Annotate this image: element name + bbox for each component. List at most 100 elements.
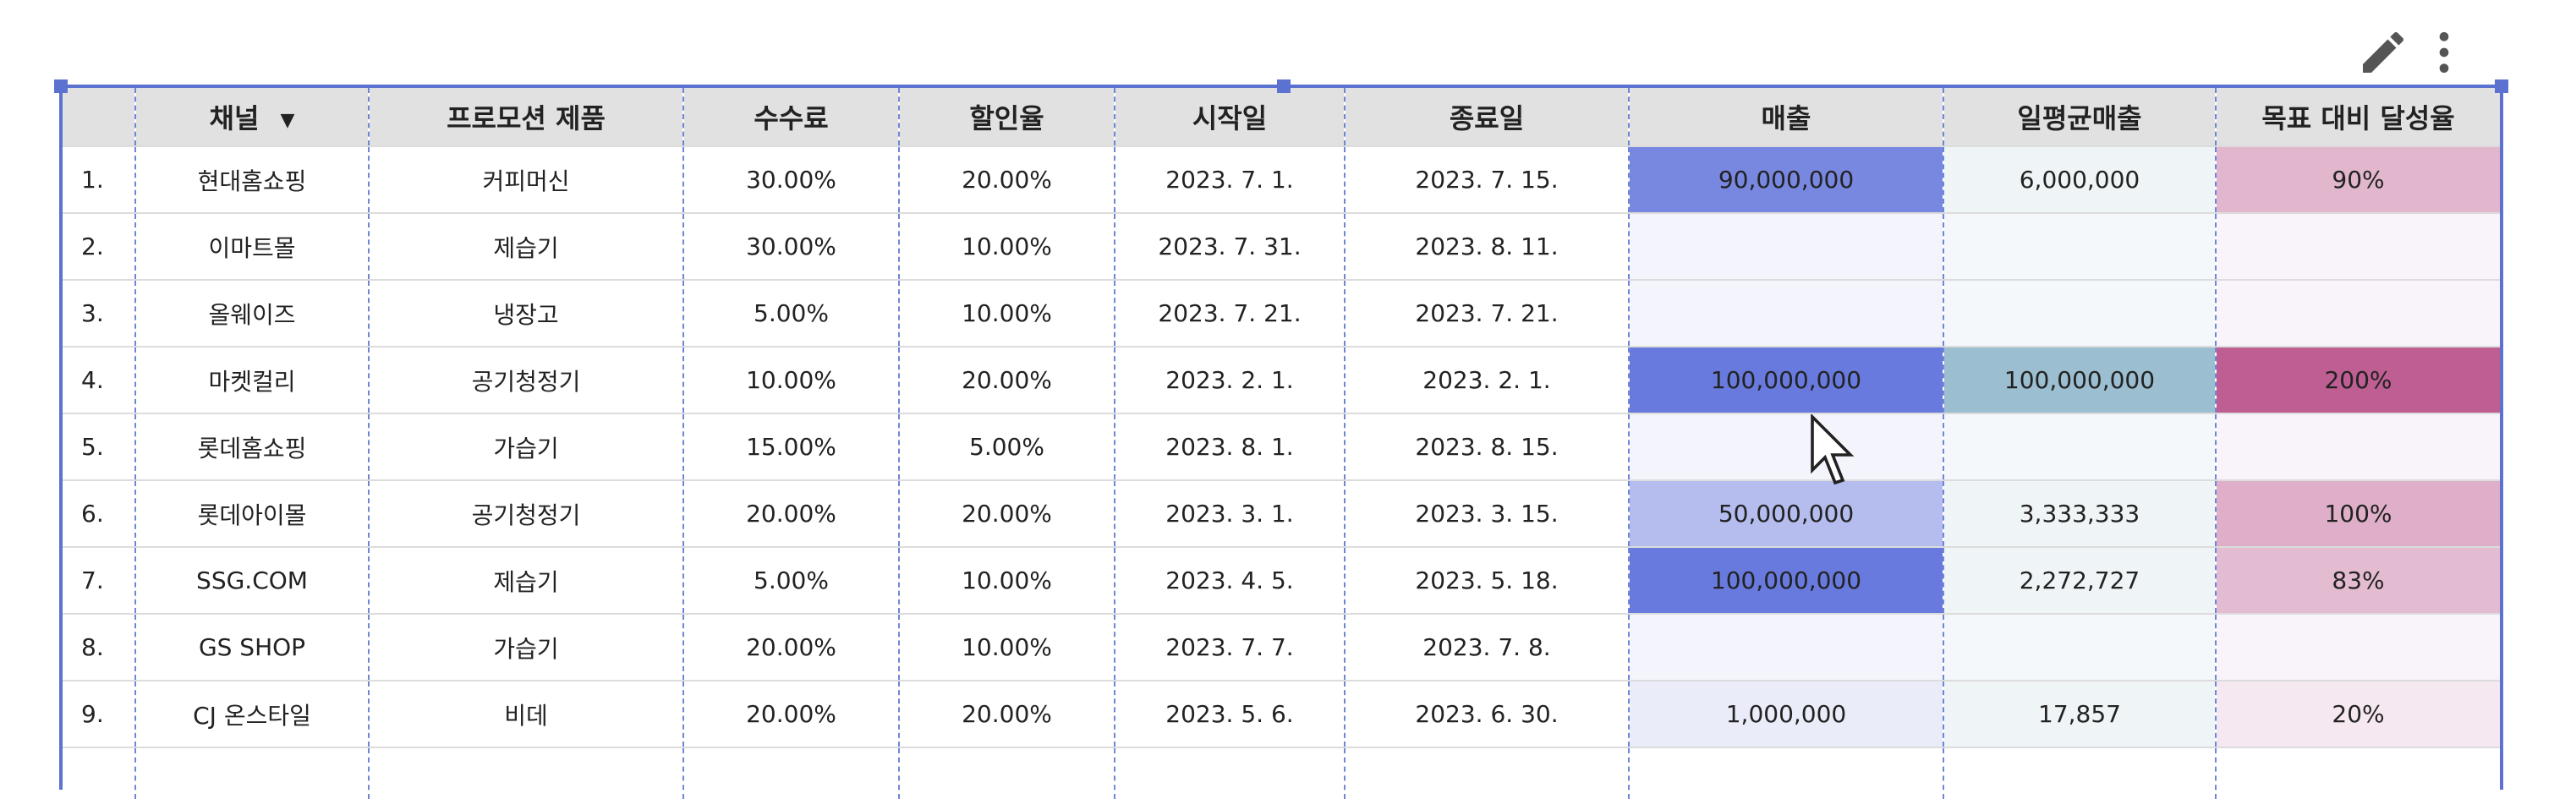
start-date-cell: 2023. 5. 6. <box>1114 681 1345 748</box>
daily-sales-cell: 6,000,000 <box>1943 146 2216 214</box>
row-number: 3. <box>63 280 135 348</box>
col-header-end-date[interactable]: 종료일 <box>1344 88 1629 147</box>
end-date-cell: 2023. 3. 15. <box>1344 480 1629 548</box>
fee-cell: 30.00% <box>682 213 899 281</box>
target-rate-cell: 90% <box>2215 146 2500 214</box>
target-rate-cell: 100% <box>2215 480 2500 548</box>
fee-cell: 20.00% <box>682 681 899 748</box>
discount-cell: 10.00% <box>898 213 1115 281</box>
empty-cell <box>1114 747 1345 799</box>
discount-cell: 20.00% <box>898 681 1115 748</box>
sales-cell <box>1628 413 1943 481</box>
end-date-cell: 2023. 8. 11. <box>1344 213 1629 281</box>
product-cell: 커피머신 <box>368 146 683 214</box>
start-date-cell: 2023. 7. 1. <box>1114 146 1345 214</box>
sales-cell <box>1628 614 1943 681</box>
empty-cell <box>682 747 899 799</box>
table-row[interactable]: 5. 롯데홈쇼핑 가습기 15.00% 5.00% 2023. 8. 1. 2023. 8.… <box>63 413 2500 481</box>
table-row[interactable]: 1. 현대홈쇼핑 커피머신 30.00% 20.00% 2023. 7. 1. 2023. … <box>63 146 2500 214</box>
col-header-discount[interactable]: 할인율 <box>898 88 1115 147</box>
product-cell: 제습기 <box>368 547 683 615</box>
sales-cell <box>1628 213 1943 281</box>
start-date-cell: 2023. 7. 21. <box>1114 280 1345 348</box>
daily-sales-cell: 3,333,333 <box>1943 480 2216 548</box>
end-date-cell: 2023. 6. 30. <box>1344 681 1629 748</box>
end-date-cell: 2023. 8. 15. <box>1344 413 1629 481</box>
channel-cell: 롯데아이몰 <box>134 480 369 548</box>
col-header-start-date[interactable]: 시작일 <box>1114 88 1345 147</box>
sort-desc-icon[interactable]: ▼ <box>280 109 295 131</box>
row-number: 8. <box>63 614 135 681</box>
resize-handle[interactable] <box>2495 79 2508 93</box>
fee-cell: 20.00% <box>682 480 899 548</box>
start-date-cell: 2023. 4. 5. <box>1114 547 1345 615</box>
table-row[interactable]: 2. 이마트몰 제습기 30.00% 10.00% 2023. 7. 31. 2023. 8… <box>63 213 2500 281</box>
discount-cell: 10.00% <box>898 547 1115 615</box>
col-header-fee[interactable]: 수수료 <box>682 88 899 147</box>
header-row: 채널 ▼ 프로모션 제품 수수료 할인율 시작일 종료일 매출 일평균매출 목표… <box>63 88 2500 147</box>
discount-cell: 5.00% <box>898 413 1115 481</box>
channel-cell: CJ 온스타일 <box>134 681 369 748</box>
daily-sales-cell <box>1943 413 2216 481</box>
product-cell: 냉장고 <box>368 280 683 348</box>
pencil-icon <box>2363 31 2404 73</box>
target-rate-cell: 20% <box>2215 681 2500 748</box>
table-row[interactable]: 3. 올웨이즈 냉장고 5.00% 10.00% 2023. 7. 21. 2023. 7.… <box>63 280 2500 348</box>
empty-cell <box>1628 747 1943 799</box>
more-options-button[interactable] <box>2417 25 2471 79</box>
table-row[interactable]: 6. 롯데아이몰 공기청정기 20.00% 20.00% 2023. 3. 1. 2023.… <box>63 480 2500 548</box>
product-cell: 가습기 <box>368 614 683 681</box>
row-number: 1. <box>63 146 135 214</box>
channel-cell: 이마트몰 <box>134 213 369 281</box>
start-date-cell: 2023. 7. 31. <box>1114 213 1345 281</box>
row-number: 6. <box>63 480 135 548</box>
fee-cell: 10.00% <box>682 347 899 414</box>
empty-cell <box>898 747 1115 799</box>
empty-cell <box>1943 747 2216 799</box>
channel-cell: 현대홈쇼핑 <box>134 146 369 214</box>
sales-cell: 1,000,000 <box>1628 681 1943 748</box>
start-date-cell: 2023. 7. 7. <box>1114 614 1345 681</box>
sales-cell <box>1628 280 1943 348</box>
table-row[interactable]: 4. 마켓컬리 공기청정기 10.00% 20.00% 2023. 2. 1. 2023. … <box>63 347 2500 414</box>
row-number: 4. <box>63 347 135 414</box>
empty-cell <box>1344 747 1629 799</box>
row-number: 2. <box>63 213 135 281</box>
channel-cell: GS SHOP <box>134 614 369 681</box>
col-header-product[interactable]: 프로모션 제품 <box>368 88 683 147</box>
resize-handle[interactable] <box>1277 79 1291 93</box>
empty-cell <box>63 747 135 799</box>
col-header-target-rate[interactable]: 목표 대비 달성율 <box>2215 88 2500 147</box>
product-cell: 공기청정기 <box>368 480 683 548</box>
discount-cell: 10.00% <box>898 280 1115 348</box>
col-header-channel[interactable]: 채널 ▼ <box>134 88 369 147</box>
empty-cell <box>2215 747 2500 799</box>
col-header-sales[interactable]: 매출 <box>1628 88 1943 147</box>
resize-handle[interactable] <box>54 79 68 93</box>
discount-cell: 10.00% <box>898 614 1115 681</box>
empty-cell <box>134 747 369 799</box>
table-row[interactable]: 9. CJ 온스타일 비데 20.00% 20.00% 2023. 5. 6. 2023. … <box>63 681 2500 748</box>
daily-sales-cell: 2,272,727 <box>1943 547 2216 615</box>
fee-cell: 5.00% <box>682 547 899 615</box>
col-header-daily-sales[interactable]: 일평균매출 <box>1943 88 2216 147</box>
data-table: 채널 ▼ 프로모션 제품 수수료 할인율 시작일 종료일 매출 일평균매출 목표… <box>63 88 2500 799</box>
sales-cell: 100,000,000 <box>1628 547 1943 615</box>
daily-sales-cell: 17,857 <box>1943 681 2216 748</box>
end-date-cell: 2023. 7. 8. <box>1344 614 1629 681</box>
start-date-cell: 2023. 8. 1. <box>1114 413 1345 481</box>
empty-row <box>63 747 2500 799</box>
end-date-cell: 2023. 7. 15. <box>1344 146 1629 214</box>
daily-sales-cell: 100,000,000 <box>1943 347 2216 414</box>
table-chart[interactable]: 채널 ▼ 프로모션 제품 수수료 할인율 시작일 종료일 매출 일평균매출 목표… <box>54 79 2508 799</box>
product-cell: 비데 <box>368 681 683 748</box>
sales-cell: 100,000,000 <box>1628 347 1943 414</box>
edit-button[interactable] <box>2356 25 2410 79</box>
col-header-index <box>63 88 135 147</box>
table-row[interactable]: 7. SSG.COM 제습기 5.00% 10.00% 2023. 4. 5. 2023. … <box>63 547 2500 615</box>
table-row[interactable]: 8. GS SHOP 가습기 20.00% 10.00% 2023. 7. 7. 2023.… <box>63 614 2500 681</box>
fee-cell: 15.00% <box>682 413 899 481</box>
target-rate-cell <box>2215 213 2500 281</box>
discount-cell: 20.00% <box>898 146 1115 214</box>
more-vert-icon <box>2439 32 2449 73</box>
